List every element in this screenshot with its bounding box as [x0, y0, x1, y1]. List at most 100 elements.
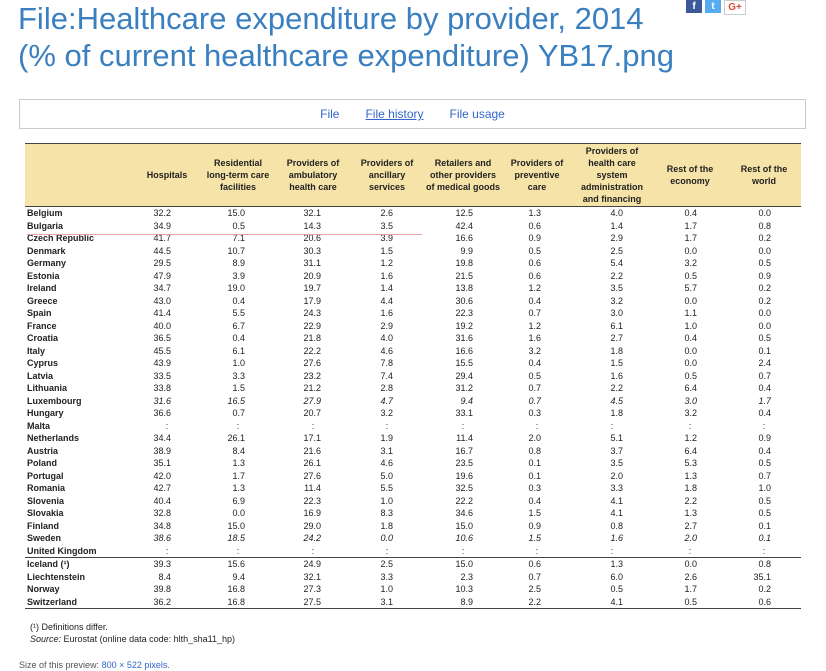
value-cell: 27.5: [275, 595, 351, 609]
value-cell: :: [727, 544, 801, 558]
table-row: Germany 29.5 8.9 31.1 1.2 19.8 0.6 5.4 3.2 0.5: [25, 257, 801, 270]
column-header: Rest of the world: [727, 143, 801, 207]
value-cell: 32.2: [153, 208, 171, 218]
value-cell: 1.5: [528, 508, 541, 518]
social-share-buttons: f t G+: [686, 0, 746, 15]
value-cell: 1.3: [232, 483, 245, 493]
value-cell: 41.4: [153, 308, 171, 318]
value-cell: 20.7: [303, 408, 321, 418]
value-cell: :: [351, 544, 423, 558]
value-cell: :: [133, 419, 201, 432]
country-cell: Liechtenstein: [25, 570, 133, 583]
country-cell: Slovenia: [25, 494, 133, 507]
value-cell: 0.9: [503, 519, 571, 532]
country-cell: Netherlands: [27, 433, 80, 443]
value-cell: 0.2: [758, 233, 771, 243]
table-row: Belgium 32.2 15.0 32.1 2.6 12.5 1.3 4.0 0.4 0.0: [25, 207, 801, 220]
value-cell: 40.4: [133, 494, 201, 507]
value-cell: 32.1: [275, 570, 351, 583]
value-cell: 39.8: [153, 584, 171, 594]
country-cell: Switzerland: [25, 595, 133, 609]
value-cell: 32.1: [303, 208, 321, 218]
value-cell: 4.7: [351, 394, 423, 407]
footnotes: (¹) Definitions differ. Source: Eurostat…: [30, 621, 235, 645]
tab-file[interactable]: File: [320, 107, 340, 121]
country-cell: Norway: [27, 584, 60, 594]
table-row: Croatia 36.5 0.4 21.8 4.0 31.6 1.6 2.7 0.4 0.5: [25, 332, 801, 345]
value-cell: 1.2: [503, 319, 571, 332]
preview-size: Size of this preview: 800 × 522 pixels.: [19, 660, 170, 670]
value-cell: 0.0: [758, 208, 771, 218]
table-header-row: Hospitals Residential long-term care faci…: [25, 143, 801, 207]
table-row: Malta:::::::::: [25, 419, 801, 432]
value-cell: 0.5: [503, 244, 571, 257]
table-row: Ireland 34.7 19.0 19.7 1.4 13.8 1.2 3.5 5.7 0.2: [25, 282, 801, 295]
value-cell: 5.5: [232, 308, 245, 318]
value-cell: 30.3: [275, 244, 351, 257]
value-cell: 5.7: [684, 283, 697, 293]
value-cell: 2.7: [610, 333, 623, 343]
twitter-icon[interactable]: t: [705, 0, 721, 13]
table-row: Norway 39.8 16.8 27.3 1.0 10.3 2.5 0.5 1.7 0.2: [25, 583, 801, 596]
country-cell: Spain: [27, 308, 52, 318]
value-cell: 21.5: [423, 269, 503, 282]
value-cell: 19.6: [423, 469, 503, 482]
value-cell: 3.1: [351, 444, 423, 457]
facebook-icon[interactable]: f: [686, 0, 702, 13]
country-cell: Cyprus: [27, 358, 59, 368]
value-cell: 4.4: [351, 294, 423, 307]
value-cell: 16.8: [201, 595, 275, 609]
value-cell: 0.2: [727, 294, 801, 307]
value-cell: 44.5: [133, 244, 201, 257]
value-cell: 0.7: [528, 308, 541, 318]
column-header: Providers of preventive care: [503, 143, 571, 207]
value-cell: 36.2: [133, 595, 201, 609]
value-cell: 6.0: [571, 570, 653, 583]
value-cell: 2.5: [528, 584, 541, 594]
value-cell: 2.5: [351, 557, 423, 571]
country-cell: Bulgaria: [25, 219, 133, 232]
value-cell: 15.0: [423, 519, 503, 532]
value-cell: 0.1: [758, 533, 771, 543]
value-cell: 22.3: [455, 308, 473, 318]
value-cell: 0.7: [503, 570, 571, 583]
value-cell: 20.9: [275, 269, 351, 282]
value-cell: 2.6: [380, 208, 393, 218]
tab-file-history[interactable]: File history: [365, 107, 424, 121]
value-cell: 1.6: [528, 333, 541, 343]
tab-file-usage[interactable]: File usage: [449, 107, 505, 121]
value-cell: 5.3: [684, 458, 697, 468]
value-cell: 1.4: [380, 283, 393, 293]
value-cell: 3.2: [684, 408, 697, 418]
value-cell: 41.7: [153, 233, 171, 243]
value-cell: 1.0: [351, 494, 423, 507]
value-cell: 16.7: [423, 444, 503, 457]
value-cell: 3.5: [610, 283, 623, 293]
table-row: Spain 41.4 5.5 24.3 1.6 22.3 0.7 3.0 1.1 0.0: [25, 307, 801, 320]
value-cell: 8.9: [232, 258, 245, 268]
value-cell: :: [503, 544, 571, 558]
value-cell: 43.0: [133, 294, 201, 307]
value-cell: 13.8: [455, 283, 473, 293]
value-cell: 0.0: [758, 308, 771, 318]
country-cell: Belgium: [27, 208, 63, 218]
column-header: Providers of health care system administ…: [571, 143, 653, 207]
value-cell: 29.4: [423, 369, 503, 382]
table-row: Poland 35.1 1.3 26.1 4.6 23.5 0.1 3.5 5.3 0.5: [25, 457, 801, 470]
value-cell: 0.6: [503, 219, 571, 232]
value-cell: 15.6: [201, 557, 275, 571]
table-row: Slovenia 40.4 6.9 22.3 1.0 22.2 0.4 4.1 2.2 0.5: [25, 494, 801, 507]
preview-size-link[interactable]: 800 × 522 pixels: [101, 660, 168, 670]
table-row: Italy 45.5 6.1 22.2 4.6 16.6 3.2 1.8 0.0 0.1: [25, 344, 801, 357]
google-plus-icon[interactable]: G+: [724, 0, 746, 15]
value-cell: 1.3: [653, 469, 727, 482]
value-cell: 1.9: [380, 433, 393, 443]
value-cell: 16.9: [303, 508, 321, 518]
table-row: Romania 42.7 1.3 11.4 5.5 32.5 0.3 3.3 1.8 1.0: [25, 482, 801, 495]
value-cell: :: [423, 419, 503, 432]
country-cell: Hungary: [27, 408, 64, 418]
value-cell: 5.4: [610, 258, 623, 268]
value-cell: 3.5: [351, 219, 423, 232]
value-cell: :: [653, 544, 727, 558]
expenditure-table: Hospitals Residential long-term care faci…: [25, 143, 801, 609]
